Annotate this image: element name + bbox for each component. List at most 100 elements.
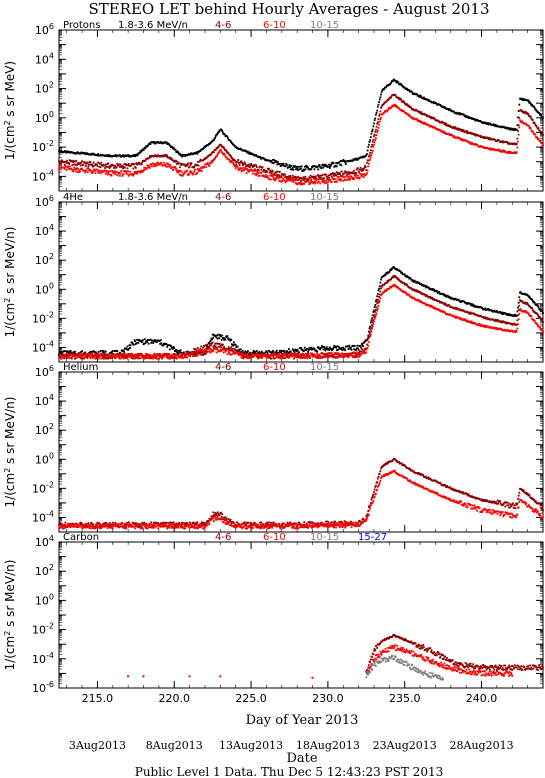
data-point	[307, 352, 309, 355]
data-point	[465, 130, 468, 132]
data-point	[372, 145, 375, 148]
legend-entry: 6-10	[263, 20, 286, 31]
data-point	[216, 154, 219, 157]
data-point	[360, 342, 363, 345]
data-point	[121, 174, 124, 177]
data-point	[281, 163, 284, 165]
data-point	[278, 174, 281, 177]
data-point	[371, 130, 373, 133]
data-point	[141, 161, 144, 164]
data-point	[208, 350, 211, 352]
data-point	[487, 138, 490, 141]
data-point	[230, 141, 233, 144]
data-point	[204, 163, 207, 166]
data-point	[90, 170, 93, 173]
data-point	[250, 164, 253, 167]
data-point	[150, 163, 153, 166]
data-point	[275, 178, 277, 181]
data-point	[422, 97, 425, 100]
data-point	[241, 169, 244, 172]
data-point	[268, 354, 270, 357]
data-point	[333, 344, 336, 347]
data-point	[458, 113, 461, 116]
data-point	[306, 165, 309, 168]
data-point	[168, 165, 171, 168]
data-point	[304, 175, 307, 178]
data-point	[384, 101, 387, 104]
data-point	[67, 166, 69, 169]
data-point	[161, 154, 164, 157]
data-point	[352, 344, 355, 347]
data-point	[322, 179, 325, 182]
data-point	[231, 349, 234, 352]
data-point	[268, 350, 271, 353]
data-point	[221, 343, 224, 346]
data-point	[492, 149, 494, 151]
data-point	[305, 349, 308, 352]
data-point	[369, 139, 372, 142]
data-point	[138, 170, 141, 173]
data-point	[506, 151, 509, 153]
data-point	[527, 99, 530, 102]
data-point	[179, 356, 181, 359]
data-point	[473, 304, 476, 307]
data-point	[215, 336, 218, 339]
data-point	[379, 96, 382, 99]
data-point	[315, 177, 318, 180]
data-point	[266, 175, 269, 177]
data-point	[239, 352, 242, 355]
data-point	[373, 315, 375, 318]
data-point	[438, 291, 441, 293]
data-point	[317, 346, 320, 348]
data-point	[316, 165, 319, 168]
data-point	[124, 166, 126, 169]
data-point	[147, 353, 150, 356]
data-point	[517, 140, 519, 143]
data-point	[103, 352, 106, 355]
data-point	[87, 167, 90, 170]
data-point	[131, 341, 133, 344]
data-point	[188, 165, 191, 168]
data-point	[518, 296, 521, 299]
data-point	[296, 179, 299, 181]
data-point	[324, 355, 327, 357]
data-point	[362, 168, 365, 171]
data-point	[389, 82, 392, 85]
data-point	[63, 353, 66, 356]
data-point	[294, 165, 297, 168]
data-point	[327, 347, 330, 350]
data-point	[408, 104, 411, 107]
data-point	[444, 122, 446, 125]
data-point	[79, 352, 82, 355]
data-point	[516, 310, 519, 313]
data-point	[176, 160, 179, 163]
data-point	[321, 180, 324, 183]
data-point	[332, 162, 335, 164]
data-point	[319, 182, 322, 185]
data-point	[280, 355, 283, 358]
data-point	[135, 162, 138, 165]
data-point	[263, 355, 266, 358]
data-point	[242, 163, 245, 166]
data-point	[384, 289, 387, 291]
data-point	[289, 176, 292, 179]
data-point	[170, 356, 172, 359]
data-point	[449, 124, 452, 127]
data-point	[136, 353, 139, 355]
data-point	[223, 338, 226, 341]
data-point	[358, 352, 361, 354]
data-point	[399, 98, 402, 100]
data-point	[316, 356, 319, 359]
data-point	[453, 127, 456, 130]
data-point	[221, 334, 224, 337]
data-point	[125, 348, 128, 351]
data-point	[371, 140, 374, 143]
data-point	[297, 354, 300, 356]
data-point	[387, 99, 389, 102]
data-point	[417, 299, 420, 301]
data-point	[245, 168, 247, 170]
data-point	[394, 79, 397, 82]
data-point	[286, 354, 289, 357]
data-point	[122, 154, 124, 157]
data-point	[397, 277, 400, 280]
